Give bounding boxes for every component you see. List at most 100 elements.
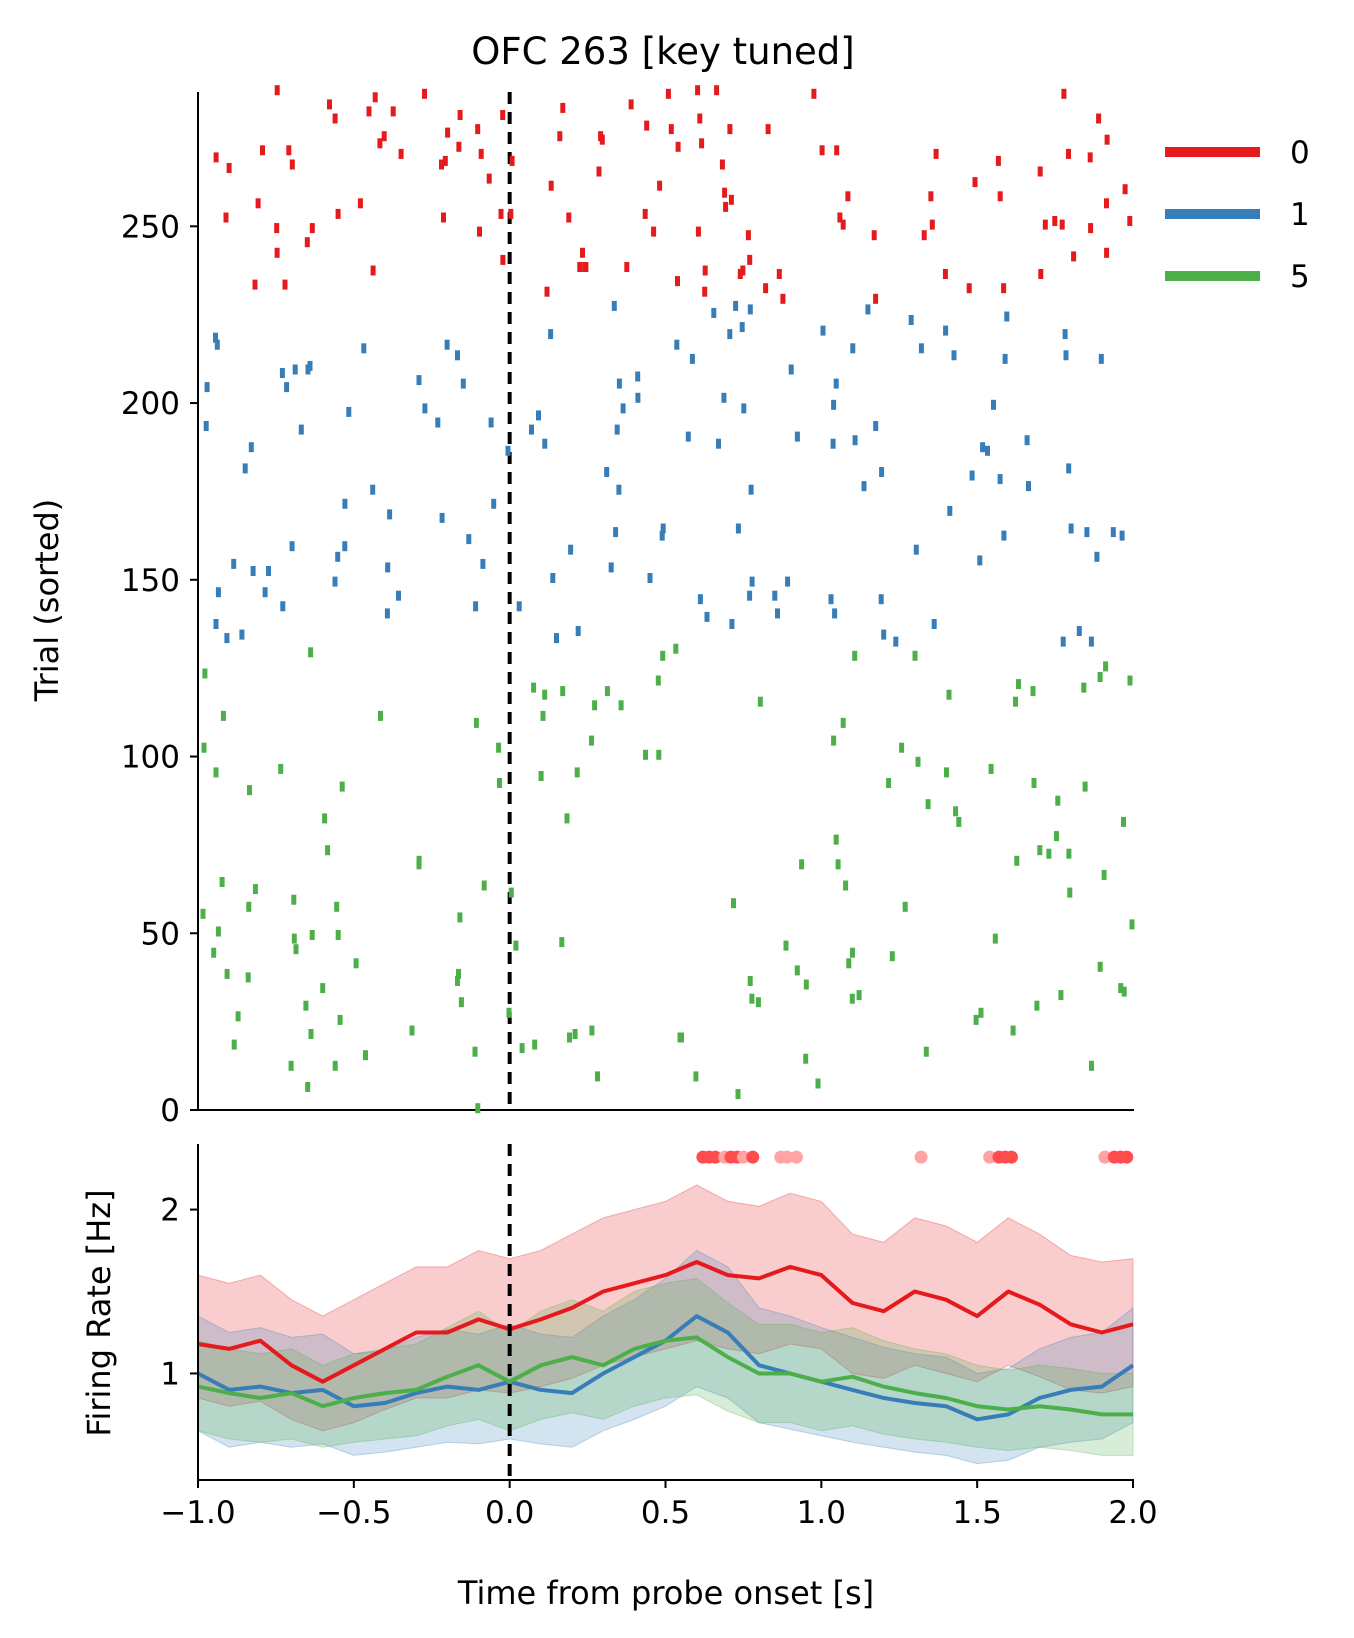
raster-spike [357,198,363,209]
raster-spike [223,212,229,223]
raster-spike [628,99,634,110]
raster-spike [1066,148,1071,159]
raster-spike [889,951,895,962]
raster-spike [337,1014,343,1025]
legend-label-0: 0 [1290,135,1310,171]
raster-spike [439,512,445,523]
raster-spike [852,650,858,661]
raster-spike [846,958,852,969]
raster-spike [613,527,619,538]
raster-spike [655,675,661,686]
raster-spike [1062,329,1068,340]
raster-spike [327,99,332,110]
raster-spike [390,106,396,117]
raster-spike [498,208,504,219]
raster-spike [943,325,949,336]
raster-spike [988,763,994,774]
raster-spike [274,223,280,234]
raster-spike [946,689,952,700]
raster-spike [353,958,359,969]
raster-spike [902,901,908,912]
raster-spike [1042,219,1048,230]
raster-spike [557,131,563,142]
raster-spike [992,933,998,944]
raster-spike [422,88,427,99]
raster-spike [445,127,451,138]
raster-spike [747,304,753,315]
raster-spike [572,1029,578,1039]
raster-spike [298,424,304,435]
raster-spike [865,304,871,315]
raster-spike [918,343,924,354]
significance-point [914,1150,928,1164]
raster-spike [1076,626,1082,636]
raster-spike [749,993,755,1004]
significance-point [746,1150,760,1164]
significance-point-group [696,1150,1134,1164]
raster-spike [747,590,753,601]
raster-spike [1098,353,1104,364]
raster-y-label: Trial (sorted) [28,499,66,702]
raster-spike [589,735,594,746]
raster-spike [550,573,556,583]
raster-spike [704,611,710,622]
rate-band-group [197,1184,1134,1465]
rate-band-0 [197,1184,1134,1432]
raster-spike [284,382,290,393]
raster-spike [363,1050,368,1061]
raster-spike [529,424,534,435]
raster-spike [1104,198,1109,209]
raster-y-tick-label: 150 [121,563,180,599]
raster-spike [213,767,219,778]
raster-spike [871,230,877,241]
raster-spike [776,269,782,279]
raster-spike [1101,869,1107,880]
raster-spike [745,230,751,241]
rate-y-tick-group: 12 [160,1193,198,1392]
raster-spike [370,484,376,495]
raster-spike [733,300,739,311]
raster-spike [536,410,541,421]
raster-spike [466,534,472,545]
raster-spike [384,608,390,619]
raster-spike [697,594,703,605]
raster-spike [385,562,391,573]
raster-spike [828,594,834,605]
raster-spike [977,555,983,566]
raster-spike [458,997,464,1008]
raster-spike [794,965,800,976]
raster-spike [861,481,867,492]
raster-spike [441,212,446,223]
raster-spike [845,191,851,202]
rate-x-tick-label: 1.0 [797,1495,846,1531]
raster-spike [309,930,315,940]
raster-spike [366,106,372,117]
raster-spike [372,92,378,103]
raster-spike [439,159,444,170]
raster-spike [497,778,502,788]
raster-y-tick-label: 0 [160,1093,180,1129]
raster-spike [741,403,747,414]
raster-spike [568,544,574,555]
raster-spike [566,212,572,223]
raster-spike [409,1025,415,1036]
raster-spike [834,145,840,156]
raster-spike [668,124,674,135]
raster-spike [978,1007,984,1018]
raster-spike [616,484,622,495]
raster-spike [457,110,463,120]
raster-spike [260,145,265,156]
raster-spike [377,138,383,149]
raster-spike [252,279,258,290]
raster-spike [289,541,295,552]
raster-spike [387,509,393,520]
raster-spike [1034,1000,1040,1011]
raster-spike [308,647,314,658]
raster-spike [477,226,482,237]
raster-spike [486,173,492,184]
raster-spike [544,286,550,297]
raster-spike [1103,661,1109,672]
raster-spike [1010,1025,1016,1036]
raster-spike [398,148,404,159]
raster-spike [620,403,626,414]
